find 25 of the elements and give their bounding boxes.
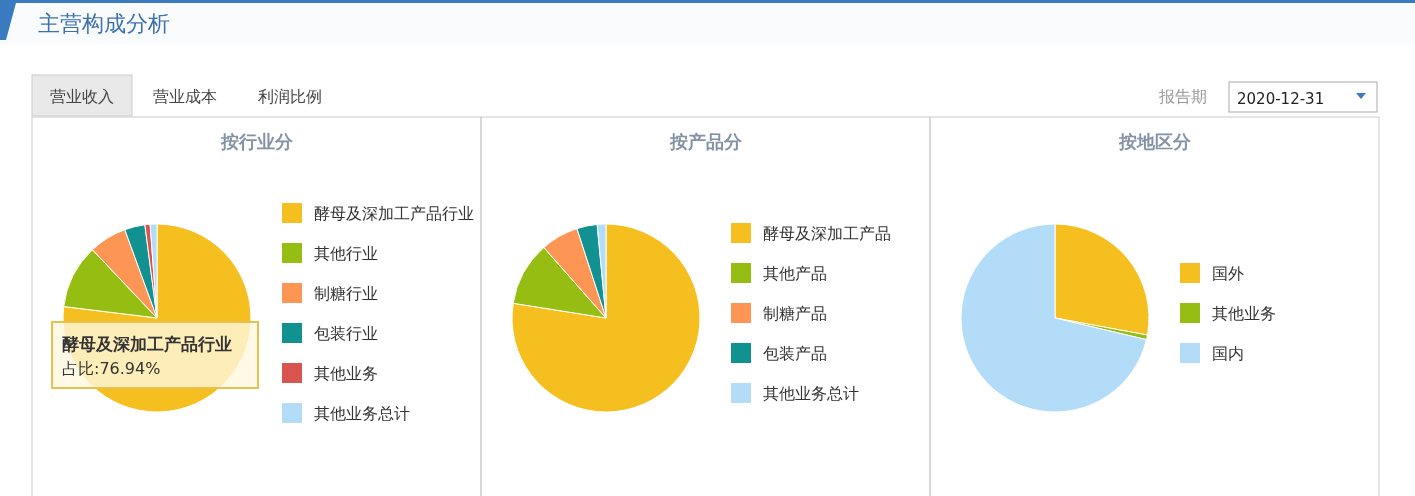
legend-label: 其他业务总计 <box>314 404 410 423</box>
legend-label: 酵母及深加工产品行业 <box>314 204 474 223</box>
text: 酵母及深加工产品行业 <box>62 334 232 354</box>
legend-label: 国外 <box>1212 264 1244 283</box>
legend-label: 包装产品 <box>763 344 827 363</box>
legend-label: 制糖产品 <box>763 304 827 323</box>
text: 2020-12-31 <box>1237 90 1325 108</box>
legend-label: 其他业务总计 <box>763 384 859 403</box>
legend-label: 其他业务 <box>1212 304 1276 323</box>
text: 主营构成分析 <box>38 11 170 36</box>
legend-label: 其他产品 <box>763 264 827 283</box>
text: 营业收入 <box>50 87 114 106</box>
legend-label: 制糖行业 <box>314 284 378 303</box>
legend-label: 包装行业 <box>314 324 378 343</box>
legend-label: 其他业务 <box>314 364 378 383</box>
chart-title: 按地区分 <box>1117 131 1192 152</box>
chart-title: 按产品分 <box>668 131 743 152</box>
legend-label: 酵母及深加工产品 <box>763 224 891 243</box>
text: 利润比例 <box>257 87 322 106</box>
text: 占比:76.94% <box>62 359 161 378</box>
text: 报告期 <box>1158 87 1207 106</box>
text: 营业成本 <box>152 87 217 106</box>
legend-label: 其他行业 <box>314 244 378 263</box>
legend-label: 国内 <box>1212 344 1244 363</box>
text: 按行业分 <box>219 131 294 152</box>
